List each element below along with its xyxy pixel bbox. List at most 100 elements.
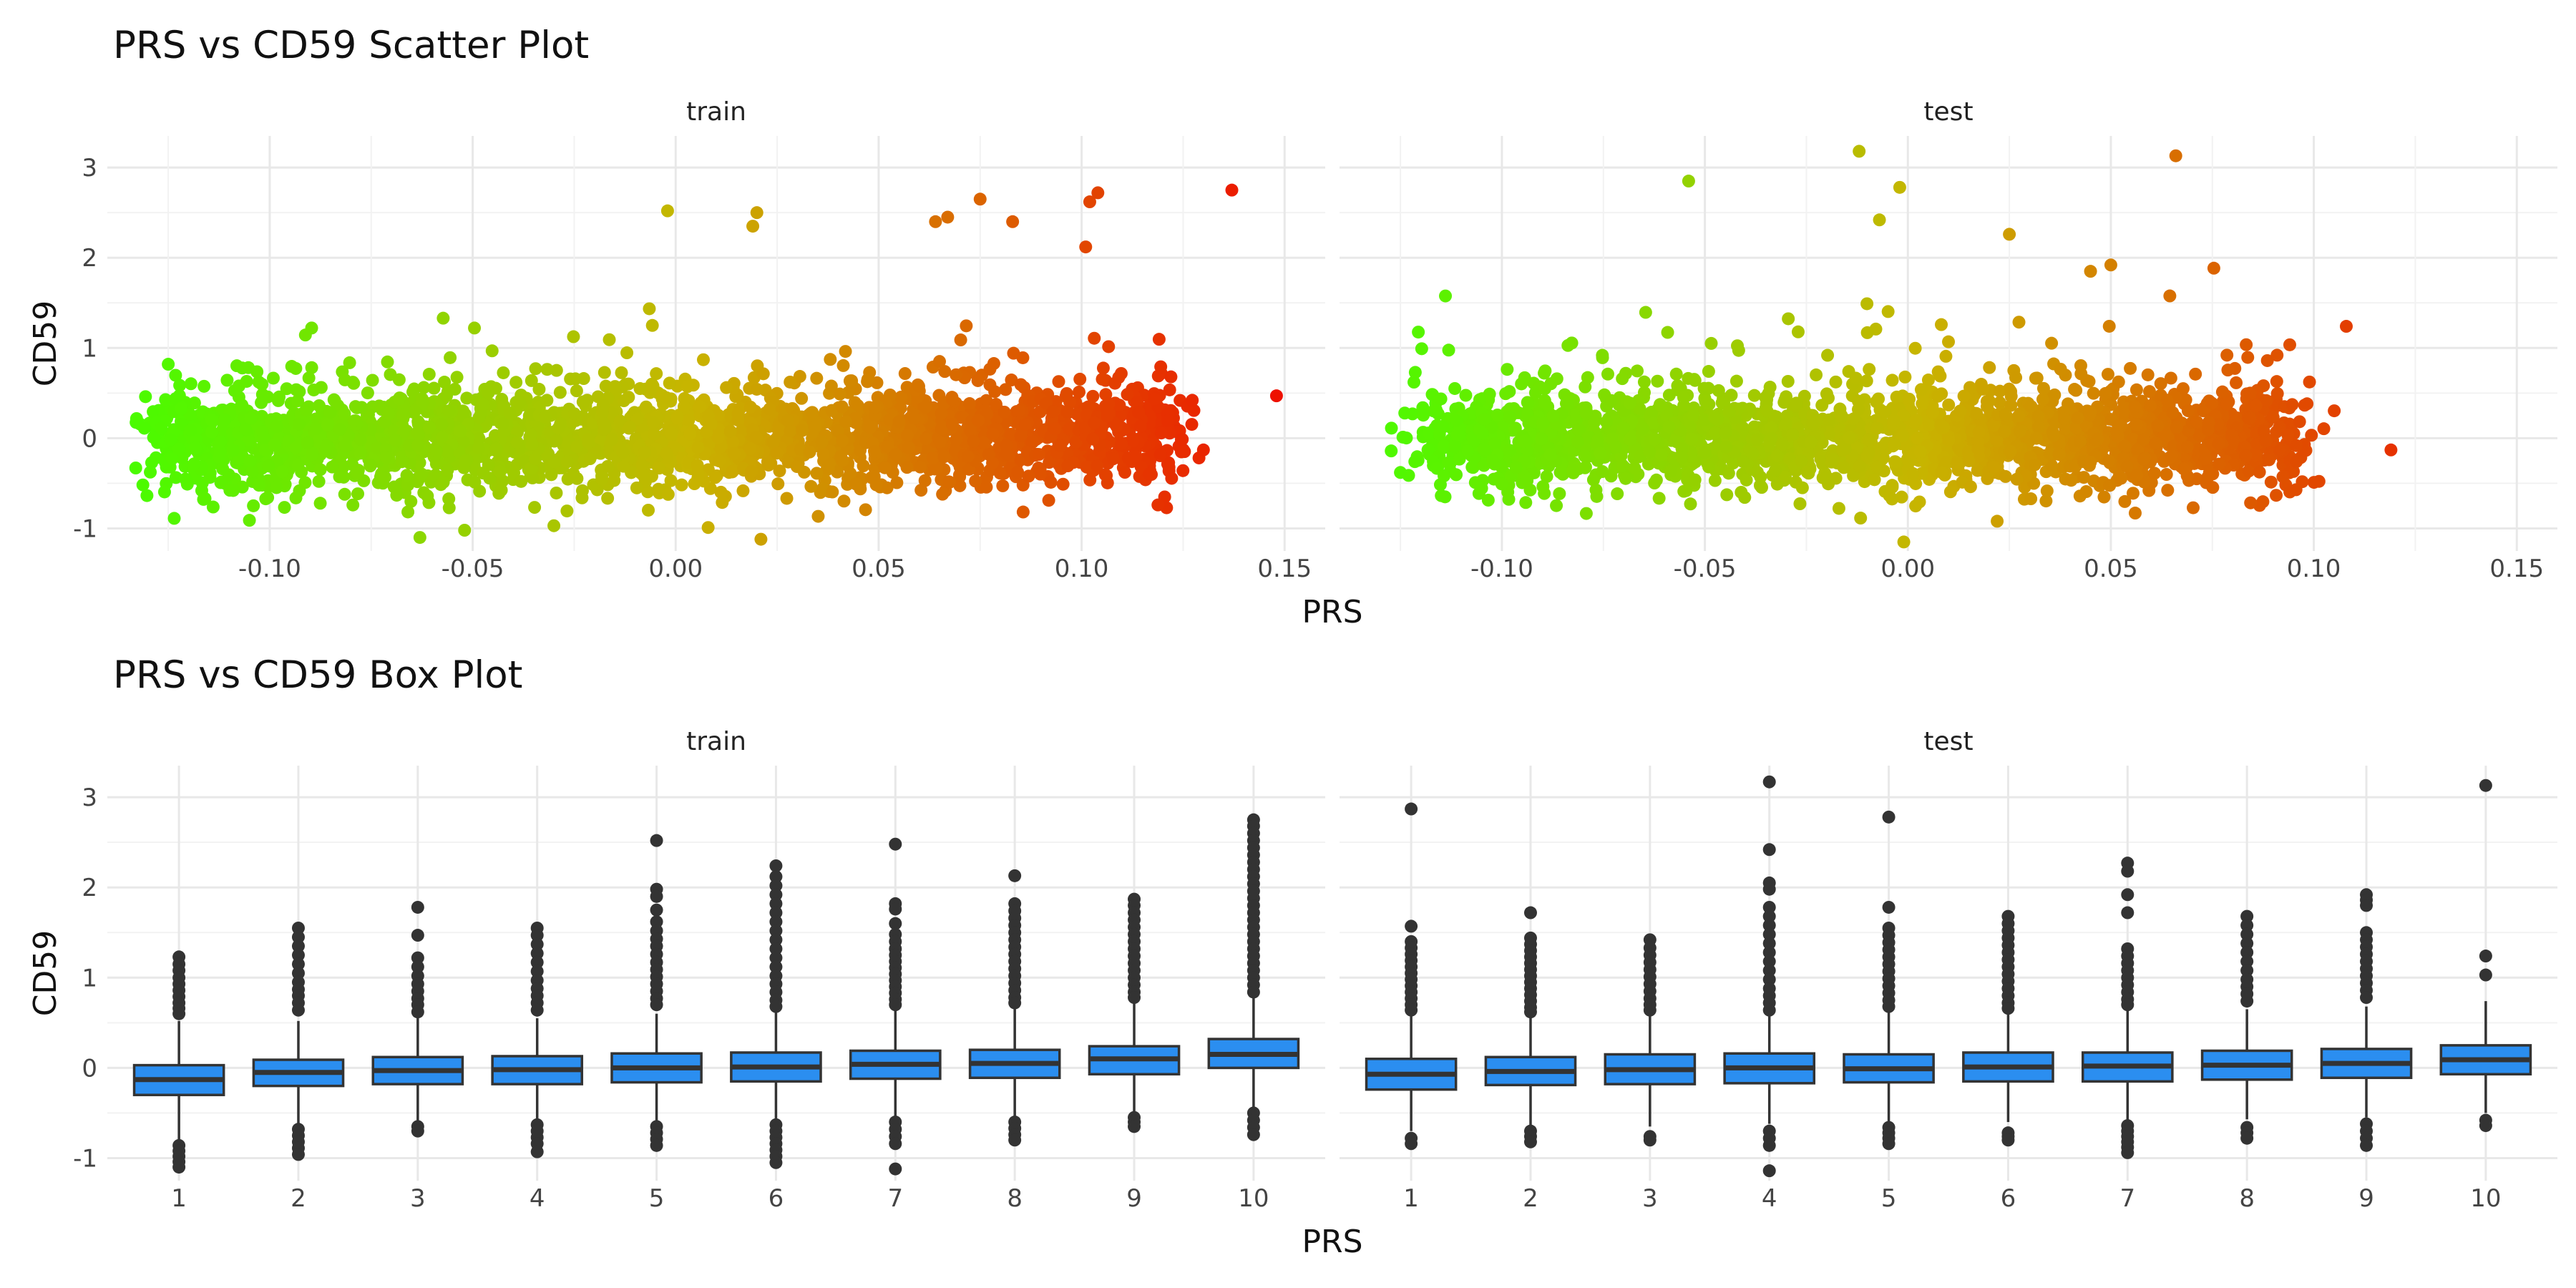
scatter-point <box>1072 385 1085 399</box>
scatter-point <box>2189 367 2202 381</box>
scatter-point <box>270 419 283 433</box>
scatter-point <box>1914 383 1928 396</box>
scatter-point <box>2266 411 2280 424</box>
scatter-point <box>2151 419 2165 432</box>
scatter-point <box>2103 479 2117 492</box>
scatter-point <box>930 461 944 474</box>
scatter-point <box>401 505 415 519</box>
scatter-point <box>1566 464 1580 477</box>
scatter-point <box>285 360 298 374</box>
scatter-point <box>1054 439 1068 453</box>
scatter-point <box>436 311 450 325</box>
scatter-point <box>952 468 966 482</box>
scatter-point <box>1185 418 1199 431</box>
scatter-point <box>2087 386 2100 400</box>
scatter-point <box>2120 459 2134 473</box>
scatter-point <box>2328 404 2341 418</box>
scatter-point <box>617 394 630 408</box>
scatter-point <box>2263 453 2276 467</box>
scatter-point <box>2190 415 2204 429</box>
scatter-point <box>945 417 959 431</box>
scatter-point <box>597 416 610 430</box>
scatter-point <box>1118 466 1132 479</box>
scatter-point <box>1616 372 1629 386</box>
scatter-point <box>967 434 980 448</box>
scatter-point <box>1765 421 1778 434</box>
scatter-point <box>1579 461 1592 474</box>
scatter-point <box>815 435 829 449</box>
scatter-point <box>663 376 676 390</box>
y-tick-label: 0 <box>82 424 97 453</box>
scatter-point <box>188 441 202 455</box>
scatter-point <box>973 192 987 206</box>
scatter-point <box>2154 377 2167 391</box>
scatter-point <box>1654 399 1667 412</box>
scatter-point <box>411 439 425 452</box>
scatter-point <box>1648 477 1662 490</box>
scatter-point <box>678 391 691 405</box>
scatter-point <box>935 422 948 436</box>
scatter-point <box>1006 215 1020 228</box>
scatter-point <box>2082 375 2096 389</box>
scatter-point <box>1825 455 1838 469</box>
scatter-point <box>540 394 554 407</box>
scatter-point <box>333 423 346 436</box>
y-tick-label: -1 <box>73 1144 97 1173</box>
scatter-point <box>780 492 794 505</box>
scatter-point <box>1921 374 1935 387</box>
scatter-point <box>1719 440 1733 454</box>
scatter-point <box>2024 492 2038 506</box>
scatter-point <box>726 464 739 478</box>
scatter-point <box>318 444 332 457</box>
scatter-point <box>442 404 456 418</box>
scatter-point <box>1990 434 2004 447</box>
scatter-point <box>454 424 467 438</box>
scatter-point <box>147 405 160 419</box>
scatter-point <box>1931 389 1945 403</box>
scatter-point <box>560 504 574 518</box>
scatter-point <box>1677 391 1690 404</box>
scatter-point <box>459 454 472 467</box>
scatter-point <box>2206 481 2220 494</box>
scatter-point <box>1916 397 1929 411</box>
scatter-point <box>1501 363 1514 376</box>
scatter-point <box>892 415 906 429</box>
scatter-point <box>2036 381 2050 395</box>
scatter-point <box>824 353 837 366</box>
scatter-point <box>810 467 824 480</box>
scatter-point <box>266 371 280 385</box>
scatter-point <box>997 405 1011 419</box>
scatter-point <box>772 424 786 437</box>
scatter-point <box>1881 305 1895 318</box>
scatter-point <box>664 474 678 487</box>
scatter-point <box>743 441 757 455</box>
scatter-point <box>993 467 1007 480</box>
scatter-point <box>1438 469 1451 483</box>
scatter-point <box>395 455 409 469</box>
scatter-point <box>2244 496 2258 509</box>
scatter-point <box>326 460 339 474</box>
scatter-point <box>2046 394 2059 408</box>
boxes <box>132 813 1300 1176</box>
scatter-point <box>1153 448 1167 462</box>
scatter-point <box>1115 437 1128 451</box>
scatter-point <box>1860 297 1874 311</box>
scatter-point <box>2141 368 2155 381</box>
scatter-point <box>1807 417 1820 431</box>
scatter-point <box>1684 497 1697 511</box>
scatter-point <box>980 480 993 494</box>
scatter-point <box>2160 468 2173 482</box>
y-gridlines <box>1340 166 2557 530</box>
scatter-point <box>338 487 351 501</box>
scatter-point <box>179 472 192 486</box>
scatter-point <box>2161 484 2175 497</box>
scatter-point <box>825 404 839 417</box>
scatter-point <box>1499 387 1513 401</box>
scatter-point <box>205 413 218 426</box>
scatter-point <box>1987 460 2001 474</box>
scatter-point <box>898 367 912 381</box>
scatter-point <box>2039 494 2053 508</box>
scatter-point <box>1664 464 1678 478</box>
scatter-point <box>400 469 414 482</box>
scatter-point <box>313 497 327 510</box>
